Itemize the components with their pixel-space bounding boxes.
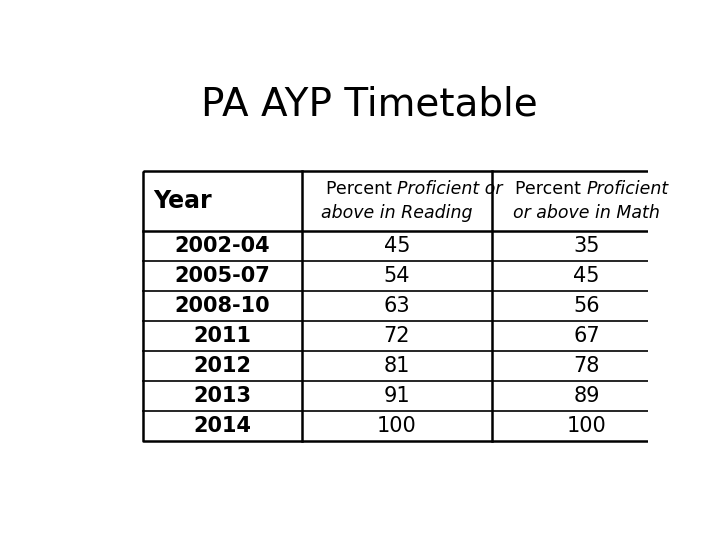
Text: 78: 78	[573, 356, 600, 376]
Text: 2013: 2013	[194, 386, 251, 406]
Text: 2011: 2011	[194, 326, 251, 346]
Text: above in Reading: above in Reading	[321, 204, 472, 221]
Text: 63: 63	[384, 296, 410, 316]
Text: Percent: Percent	[516, 180, 587, 198]
Text: Proficient: Proficient	[587, 180, 669, 198]
Text: 2008-10: 2008-10	[175, 296, 270, 316]
Text: 81: 81	[384, 356, 410, 376]
Text: 2012: 2012	[194, 356, 251, 376]
Text: 45: 45	[384, 236, 410, 256]
Text: 91: 91	[384, 386, 410, 406]
Text: 56: 56	[573, 296, 600, 316]
Text: PA AYP Timetable: PA AYP Timetable	[201, 85, 537, 124]
Text: 2002-04: 2002-04	[175, 236, 270, 256]
Text: Percent: Percent	[325, 180, 397, 198]
Text: 45: 45	[573, 266, 600, 286]
Text: or above in Math: or above in Math	[513, 204, 660, 221]
Text: 100: 100	[377, 416, 417, 436]
Text: Year: Year	[153, 189, 212, 213]
Text: 67: 67	[573, 326, 600, 346]
Text: 35: 35	[573, 236, 600, 256]
Text: 2005-07: 2005-07	[175, 266, 271, 286]
Text: 54: 54	[384, 266, 410, 286]
Text: 89: 89	[573, 386, 600, 406]
Text: 72: 72	[384, 326, 410, 346]
Text: 2014: 2014	[194, 416, 251, 436]
Text: 100: 100	[567, 416, 606, 436]
Text: Proficient or: Proficient or	[397, 180, 503, 198]
